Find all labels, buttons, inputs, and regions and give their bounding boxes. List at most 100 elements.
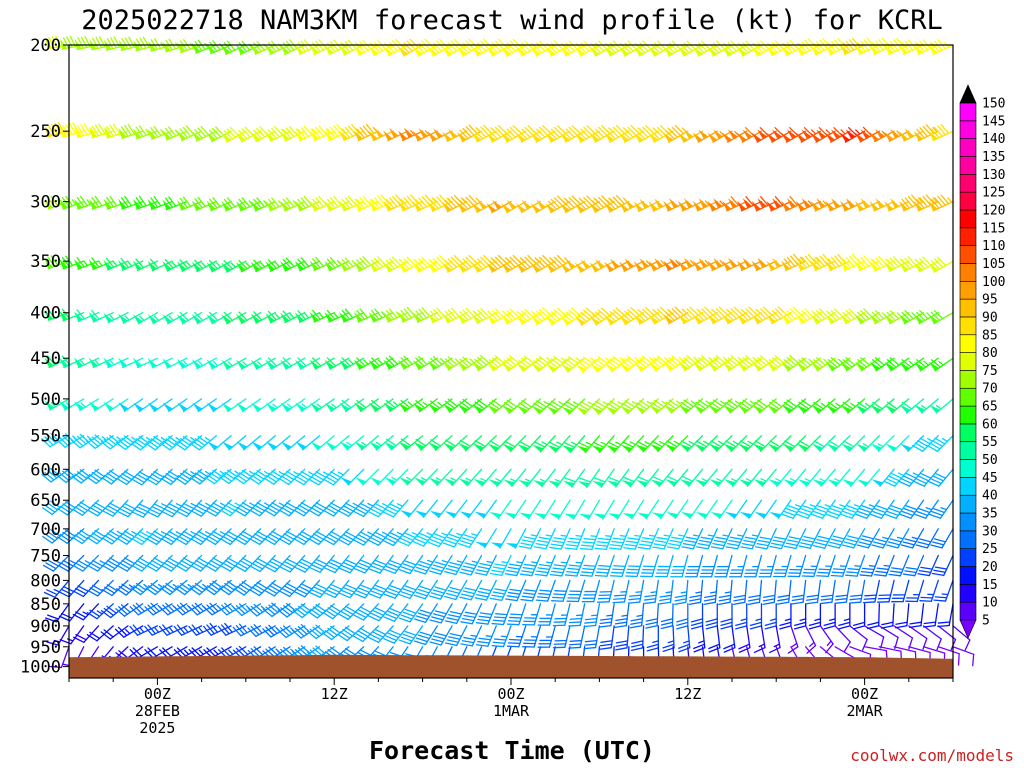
wind-barb xyxy=(491,603,512,626)
wind-barb xyxy=(740,528,763,550)
wind-barb xyxy=(922,625,942,651)
colorbar-label: 120 xyxy=(982,203,1005,218)
wind-barb xyxy=(337,499,365,517)
wind-barb xyxy=(457,435,483,452)
wind-barb xyxy=(568,603,586,627)
wind-barb xyxy=(174,579,203,596)
colorbar-swatch xyxy=(959,102,977,122)
wind-barb xyxy=(103,357,129,369)
wind-barb xyxy=(693,435,718,452)
wind-barb xyxy=(769,499,792,519)
wind-barb xyxy=(819,579,836,605)
wind-barb xyxy=(825,398,851,414)
wind-barb xyxy=(100,434,129,450)
wind-barb xyxy=(383,398,409,413)
y-tick-label: 300 xyxy=(30,193,61,213)
wind-barb xyxy=(739,499,763,519)
wind-barb xyxy=(578,499,601,520)
wind-barb xyxy=(811,499,836,519)
wind-barb xyxy=(309,357,335,370)
x-tick-label: 28FEB xyxy=(135,702,180,720)
colorbar-legend: 5 10 15 20 25 30 35 40 45 50 55 60 65 70 75 80 85 90 95 100… xyxy=(959,84,1005,639)
wind-barb xyxy=(769,625,781,654)
wind-barb xyxy=(751,127,777,143)
wind-barb xyxy=(859,554,880,577)
wind-barb xyxy=(577,468,601,488)
colorbar-swatch xyxy=(959,316,977,336)
wind-barb xyxy=(597,579,615,603)
x-tick-label: 2025 xyxy=(139,719,175,737)
wind-barb xyxy=(692,355,718,372)
wind-barb xyxy=(796,357,822,372)
wind-barb xyxy=(384,468,409,486)
wind-barb xyxy=(888,554,910,577)
wind-barb xyxy=(609,554,630,578)
wind-barb xyxy=(352,603,380,621)
wind-barb xyxy=(323,554,350,574)
wind-barb xyxy=(884,499,910,519)
wind-barb xyxy=(247,646,276,659)
wind-barb xyxy=(913,39,939,55)
wind-barb xyxy=(486,199,512,214)
wind-barb xyxy=(502,435,527,453)
wind-barb xyxy=(383,554,409,574)
wind-barb xyxy=(855,499,880,519)
wind-barb xyxy=(505,528,527,549)
wind-barb xyxy=(754,499,777,519)
wind-barb xyxy=(368,554,394,574)
credit-text[interactable]: coolwx.com/models xyxy=(850,746,1014,765)
terrain-shape xyxy=(69,654,953,678)
wind-barb xyxy=(928,123,954,142)
wind-barb xyxy=(805,625,817,654)
wind-barb xyxy=(44,121,70,138)
x-tick-label: 12Z xyxy=(674,685,701,703)
wind-barb xyxy=(931,554,954,577)
y-tick-label: 600 xyxy=(30,460,61,480)
colorbar-swatch xyxy=(959,459,977,478)
wind-barb xyxy=(293,579,321,598)
wind-barb xyxy=(118,357,144,369)
wind-barb xyxy=(429,625,453,646)
wind-barb xyxy=(115,435,144,450)
wind-barb xyxy=(679,435,704,452)
wind-barb xyxy=(766,196,792,212)
wind-barb xyxy=(866,603,880,630)
wind-barb xyxy=(928,39,954,55)
wind-barb xyxy=(235,311,262,325)
wind-barb xyxy=(533,468,556,488)
wind-barb xyxy=(429,499,453,519)
wind-barb xyxy=(383,355,409,370)
colorbar-label: 55 xyxy=(982,435,998,450)
wind-barb xyxy=(413,435,438,451)
wind-barb xyxy=(383,579,409,599)
wind-barb xyxy=(236,398,262,413)
wind-barb xyxy=(398,554,424,575)
wind-barb xyxy=(629,603,645,629)
wind-barb xyxy=(221,357,247,370)
wind-barb xyxy=(133,398,159,413)
wind-barb xyxy=(562,468,586,488)
wind-barb xyxy=(825,127,851,143)
colorbar-swatch xyxy=(959,512,977,532)
wind-barb xyxy=(413,603,438,624)
wind-barb xyxy=(221,398,247,413)
wind-barb xyxy=(474,499,497,519)
wind-barb xyxy=(204,468,232,485)
wind-barb xyxy=(103,312,129,324)
wind-barb xyxy=(574,259,601,273)
wind-barb xyxy=(460,603,483,625)
wind-barb xyxy=(147,312,173,325)
wind-barb xyxy=(323,579,350,599)
wind-barb xyxy=(598,603,615,628)
wind-barb xyxy=(189,579,217,596)
wind-barb xyxy=(690,603,704,630)
wind-barb xyxy=(810,198,836,212)
wind-barb xyxy=(688,579,704,605)
colorbar-label: 145 xyxy=(982,114,1005,129)
wind-barb xyxy=(797,468,822,487)
wind-barb xyxy=(307,603,335,619)
wind-barb xyxy=(118,312,144,324)
wind-barb xyxy=(87,499,114,517)
wind-barb xyxy=(427,398,453,413)
wind-barb xyxy=(368,398,394,413)
